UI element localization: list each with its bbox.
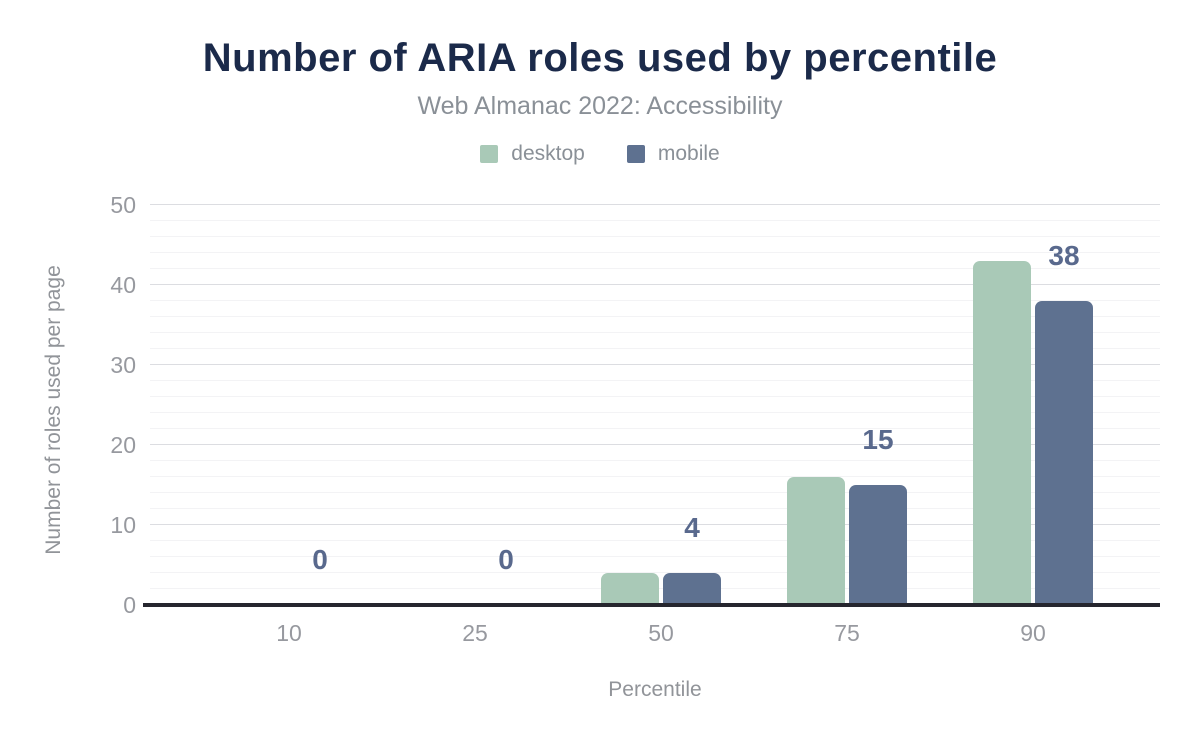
gridline-minor (150, 252, 1160, 253)
x-tick-label-50: 50 (648, 620, 674, 646)
legend-swatch-mobile (626, 145, 645, 163)
x-tick-label-10: 10 (276, 620, 302, 646)
x-tick-label-25: 25 (462, 620, 488, 646)
gridline-minor (150, 396, 1160, 397)
chart-title: Number of ARIA roles used by percentile (202, 36, 998, 80)
bar-value-label-p10: 0 (312, 544, 328, 575)
plot-area: 0 0 4 15 38 (143, 204, 1160, 607)
legend: desktop mobile (0, 142, 1200, 166)
gridline-minor (150, 572, 1160, 573)
gridline-minor (150, 348, 1160, 349)
gridline-major (150, 444, 1160, 445)
gridline-minor (150, 268, 1160, 269)
y-tick-label-30: 30 (110, 352, 136, 378)
gridline-minor (150, 460, 1160, 461)
bar-desktop-p75[interactable] (787, 477, 845, 605)
y-tick-label-40: 40 (110, 272, 136, 298)
bar-value-label-p75: 15 (862, 424, 894, 455)
gridline-minor (150, 332, 1160, 333)
gridline-major (150, 284, 1160, 285)
bar-mobile-p75[interactable] (849, 485, 907, 605)
bar-desktop-p50[interactable] (601, 573, 659, 605)
bar-desktop-p90[interactable] (973, 261, 1031, 605)
x-axis-line (143, 603, 1160, 607)
y-tick-label-10: 10 (110, 512, 136, 538)
x-tick-label-75: 75 (834, 620, 860, 646)
gridline-minor (150, 540, 1160, 541)
gridline-major (150, 524, 1160, 525)
legend-swatch-desktop (480, 145, 499, 163)
gridline-minor (150, 556, 1160, 557)
legend-item-desktop: desktop (480, 142, 585, 166)
gridline-minor (150, 236, 1160, 237)
legend-label-desktop: desktop (511, 142, 585, 165)
chart-subtitle: Web Almanac 2022: Accessibility (417, 92, 783, 120)
gridline-minor (150, 412, 1160, 413)
gridline-major (150, 204, 1160, 205)
gridline-minor (150, 300, 1160, 301)
gridline-minor (150, 220, 1160, 221)
bar-value-label-p50: 4 (684, 512, 700, 543)
y-tick-label-50: 50 (110, 192, 136, 218)
gridline-minor (150, 316, 1160, 317)
x-axis-title: Percentile (608, 678, 702, 701)
bar-mobile-p50[interactable] (663, 573, 721, 605)
bar-mobile-p90[interactable] (1035, 301, 1093, 605)
gridline-minor (150, 380, 1160, 381)
gridline-minor (150, 428, 1160, 429)
gridline-minor (150, 508, 1160, 509)
bar-value-label-p90: 38 (1048, 240, 1080, 271)
gridline-minor (150, 492, 1160, 493)
legend-item-mobile: mobile (626, 142, 720, 166)
y-tick-label-0: 0 (123, 592, 136, 618)
x-tick-label-90: 90 (1020, 620, 1046, 646)
legend-label-mobile: mobile (657, 142, 720, 165)
gridline-major (150, 364, 1160, 365)
bar-value-label-p25: 0 (498, 544, 514, 575)
y-tick-label-20: 20 (110, 432, 136, 458)
gridline-minor (150, 476, 1160, 477)
